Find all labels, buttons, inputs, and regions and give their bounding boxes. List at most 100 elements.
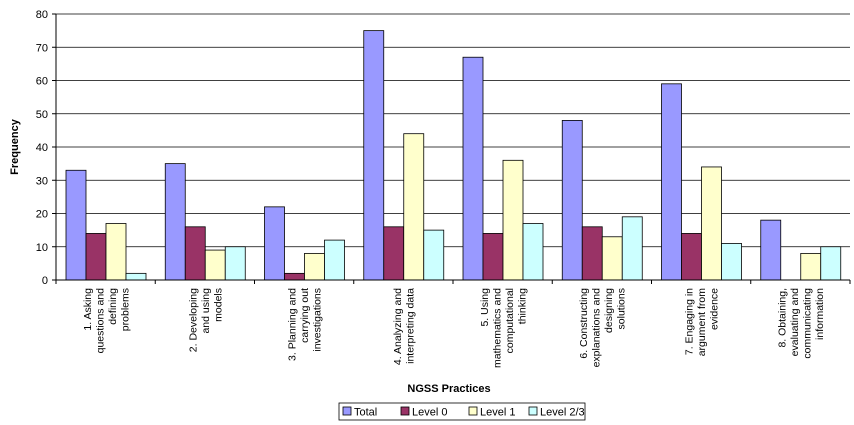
bar-group	[462, 56, 544, 281]
legend-box	[338, 402, 586, 421]
bar	[561, 120, 583, 281]
bar	[621, 216, 643, 281]
bar	[820, 246, 842, 281]
bar	[681, 233, 702, 281]
legend-swatch	[528, 406, 538, 416]
bar	[760, 219, 782, 281]
category-label-line: thinking	[516, 288, 528, 324]
y-tick-label: 80	[36, 9, 48, 21]
bar-group	[760, 219, 842, 281]
legend-label: Level 1	[480, 407, 515, 419]
bar	[324, 239, 345, 281]
bar-group	[363, 30, 445, 281]
bar	[721, 243, 742, 281]
bar	[105, 223, 127, 281]
legend-item: Level 1	[468, 406, 515, 419]
category-label: 3. Planning and carrying out investigation…	[287, 288, 324, 361]
legend-label: Level 2/3	[540, 407, 585, 419]
category-label: 6. Constructing explanations and designing…	[578, 288, 628, 368]
category-label-line: defining	[107, 288, 119, 325]
category-label-line: argument from	[696, 288, 708, 357]
x-category-labels: 1. Asking questions and defining problems 2.…	[82, 288, 826, 368]
category-label-line: information	[814, 288, 826, 340]
category-label-line: 8. Obtaining,	[777, 288, 789, 348]
category-label-line: investigations	[312, 288, 324, 352]
category-label-line: explanations and	[591, 288, 603, 368]
category-label-line: communicating	[802, 288, 814, 359]
legend-label: Level 0	[412, 407, 447, 419]
category-label-line: 2. Developing	[187, 288, 199, 352]
bar	[264, 206, 285, 281]
x-axis-title: NGSS Practices	[407, 383, 490, 395]
category-label: 7. Engaging in argument from evidence	[684, 288, 721, 357]
y-tick-label: 50	[36, 109, 48, 121]
bar	[65, 169, 87, 281]
y-tick-labels: 0 10 20 30 40 50 60 70 80	[36, 9, 48, 287]
category-label-line: 5. Using	[479, 288, 491, 327]
bar	[661, 83, 682, 281]
y-tick-label: 30	[36, 175, 48, 187]
bar	[482, 233, 504, 281]
bar	[164, 163, 186, 281]
bar	[403, 133, 425, 281]
category-label-line: solutions	[616, 288, 628, 329]
bar	[522, 223, 544, 281]
y-tick-label: 0	[42, 275, 48, 287]
bar-group	[164, 163, 246, 281]
bar-group	[65, 169, 147, 281]
bar	[701, 166, 722, 281]
category-label: 8. Obtaining, evaluating and communicating…	[777, 288, 827, 359]
bar	[601, 236, 623, 281]
bar-group	[264, 206, 345, 281]
bar	[284, 272, 305, 281]
category-label-line: carrying out	[299, 288, 311, 343]
legend-label: Total	[354, 407, 377, 419]
y-tick-label: 60	[36, 76, 48, 88]
bar	[800, 252, 822, 281]
category-label: 4. Analyzing and interpreting data	[392, 288, 417, 365]
bar	[502, 159, 524, 281]
y-tick-label: 20	[36, 209, 48, 221]
bar	[423, 229, 445, 281]
category-label-line: interpreting data	[405, 288, 417, 364]
bar	[224, 246, 246, 281]
y-tick-label: 40	[36, 142, 48, 154]
bar-group	[661, 83, 742, 281]
bar	[204, 249, 226, 281]
bar	[184, 226, 206, 281]
bars	[65, 30, 842, 281]
category-label: 1. Asking questions and defining problems	[82, 288, 132, 354]
category-label-line: 3. Planning and	[287, 288, 299, 361]
legend-item: Total	[342, 406, 377, 419]
bar	[304, 252, 325, 281]
legend: Total Level 0 Level 1 Level 2/3	[338, 402, 586, 421]
category-label-line: problems	[119, 288, 131, 331]
y-axis-title: Frequency	[9, 118, 21, 175]
legend-swatch	[342, 406, 352, 416]
category-label-line: questions and	[94, 288, 106, 354]
category-label-line: 7. Engaging in	[684, 288, 696, 355]
category-label-line: mathematics and	[491, 288, 503, 368]
bar	[581, 226, 603, 281]
category-label-line: computational	[504, 288, 516, 353]
category-label-line: evidence	[709, 288, 721, 330]
category-label-line: 6. Constructing	[578, 288, 590, 359]
category-label-line: and using	[200, 288, 212, 334]
bar	[125, 272, 147, 281]
gridlines	[56, 13, 850, 248]
bar	[363, 30, 385, 281]
category-label-line: evaluating and	[789, 288, 801, 356]
legend-swatch	[468, 406, 478, 416]
bar	[462, 56, 484, 281]
legend-item: Level 0	[400, 407, 447, 419]
legend-item: Level 2/3	[528, 406, 585, 419]
category-label-line: 4. Analyzing and	[392, 288, 404, 365]
bar	[383, 226, 405, 281]
y-tick-label: 10	[36, 242, 48, 254]
y-tick-label: 70	[36, 42, 48, 54]
category-label-line: designing	[603, 288, 615, 333]
category-label: 2. Developing and using models	[187, 288, 224, 352]
category-label-line: models	[212, 288, 224, 322]
bar-group	[561, 120, 643, 281]
